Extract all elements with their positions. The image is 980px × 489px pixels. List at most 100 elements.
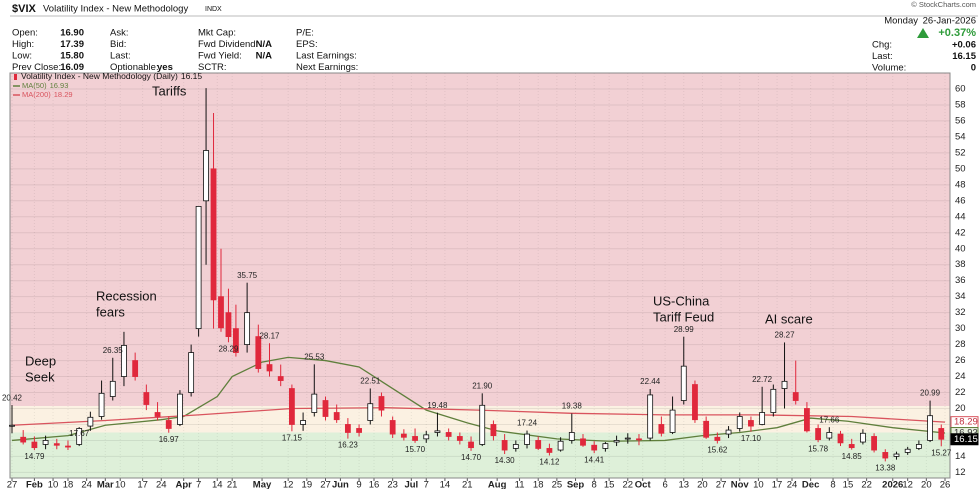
candle-body (225, 312, 232, 338)
y-tick-label: 38 (955, 259, 966, 270)
y-tick-label: 46 (955, 195, 966, 206)
field-value: N/A (256, 39, 273, 50)
candle-body (568, 432, 575, 441)
x-tick-label: 14 (212, 480, 223, 489)
y-tick-label: 34 (955, 291, 966, 302)
field-label: EPS: (296, 39, 318, 50)
field-label: Low: (12, 51, 32, 62)
candle-body (277, 376, 284, 381)
candle-body (904, 448, 911, 453)
candle-body (255, 336, 262, 369)
legend-title-value: 16.15 (181, 71, 203, 81)
price-annotation: 14.70 (461, 453, 482, 462)
candle-body (580, 438, 586, 446)
x-tick-label: Nov (731, 480, 750, 489)
price-annotation: 14.30 (495, 456, 516, 465)
x-tick-label: 8 (830, 480, 835, 489)
candle-body (792, 392, 799, 401)
x-tick-label: Dec (802, 480, 819, 489)
price-annotation: 20.99 (920, 389, 941, 398)
x-tick-label: 17 (772, 480, 783, 489)
candle-body (177, 393, 183, 425)
y-tick-label: 32 (955, 307, 966, 318)
x-tick-label: 10 (753, 480, 764, 489)
price-annotation: 21.90 (472, 381, 493, 390)
x-tick-label: Feb (26, 480, 43, 489)
candle-body (76, 428, 83, 445)
event-label: Recession (96, 288, 157, 303)
candle-body (524, 433, 530, 445)
y-tick-label: 52 (955, 147, 966, 158)
candle-body (512, 444, 519, 449)
field-value: 16.09 (60, 62, 84, 73)
field-label: Ask: (110, 28, 128, 39)
field-value: 15.80 (60, 51, 84, 62)
x-tick-label: 11 (515, 480, 525, 489)
candle-body (400, 433, 407, 438)
plot-frame (9, 72, 951, 479)
candle-body (65, 445, 71, 448)
field-label: Mkt Cap: (198, 28, 236, 39)
candle-body (501, 440, 508, 451)
candle-body (815, 428, 822, 441)
legend-name: MA(50) (22, 81, 47, 90)
y-tick-label: 26 (955, 355, 966, 366)
y-tick-label: 20 (955, 403, 966, 414)
x-tick-label: 15 (843, 480, 854, 489)
price-annotation: 14.79 (24, 452, 45, 461)
field-label: Fwd Yield: (198, 51, 242, 62)
price-annotation: 15.78 (808, 444, 829, 453)
candle-body (546, 448, 553, 453)
field-label: Optionable: (110, 62, 159, 73)
candle-body (203, 150, 209, 202)
candle-body (244, 312, 251, 345)
x-tick-label: 22 (622, 480, 633, 489)
price-annotation: 15.70 (405, 445, 426, 454)
x-tick-label: 10 (115, 480, 126, 489)
x-tick-label: 24 (787, 480, 798, 489)
x-tick-label: 20 (697, 480, 708, 489)
candle-body (613, 440, 620, 443)
candle-body (871, 436, 877, 451)
legend-title: Volatility Index - New Methodology (Dail… (21, 71, 202, 81)
candle-body (333, 412, 340, 421)
x-tick-label: Jul (404, 480, 418, 489)
field-label: P/E: (296, 28, 314, 39)
legend: Volatility Index - New Methodology (Dail… (13, 71, 202, 99)
y-tick-label: 40 (955, 243, 966, 254)
zone-band (10, 73, 950, 407)
candle-body (434, 430, 441, 433)
price-annotation: 16.97 (159, 435, 180, 444)
price-annotation: 14.12 (539, 458, 560, 467)
candle-body (165, 420, 172, 429)
candle-body (423, 434, 430, 440)
candle-body (42, 440, 49, 445)
price-annotation: 26.35 (103, 346, 124, 355)
price-annotation: 17.67 (69, 429, 90, 438)
x-tick-label: Oct (635, 480, 652, 489)
legend-entry: MA(50) 16.93 (22, 81, 68, 90)
candle-body (759, 412, 766, 425)
event-label: AI scare (765, 311, 813, 326)
field-value: 16.15 (952, 51, 976, 62)
moving-average-line (11, 407, 946, 426)
candle-body (288, 388, 295, 425)
legend-icon (14, 74, 17, 80)
candle-body (636, 438, 642, 441)
candle-body (154, 412, 161, 417)
last-value-box (950, 433, 979, 446)
x-tick-label: Sep (567, 480, 585, 489)
field-value: yes (157, 62, 173, 73)
x-tick-label: 14 (440, 480, 451, 489)
price-annotation: 15.27 (931, 448, 952, 457)
candle-body (938, 428, 945, 440)
price-annotation: 16.23 (338, 441, 359, 450)
y-tick-label: 28 (955, 339, 966, 350)
candle-body (804, 408, 810, 432)
x-tick-label: Mar (97, 480, 114, 489)
price-annotation: 17.10 (741, 434, 762, 443)
candle-body (748, 420, 754, 427)
candle-body (915, 444, 922, 449)
